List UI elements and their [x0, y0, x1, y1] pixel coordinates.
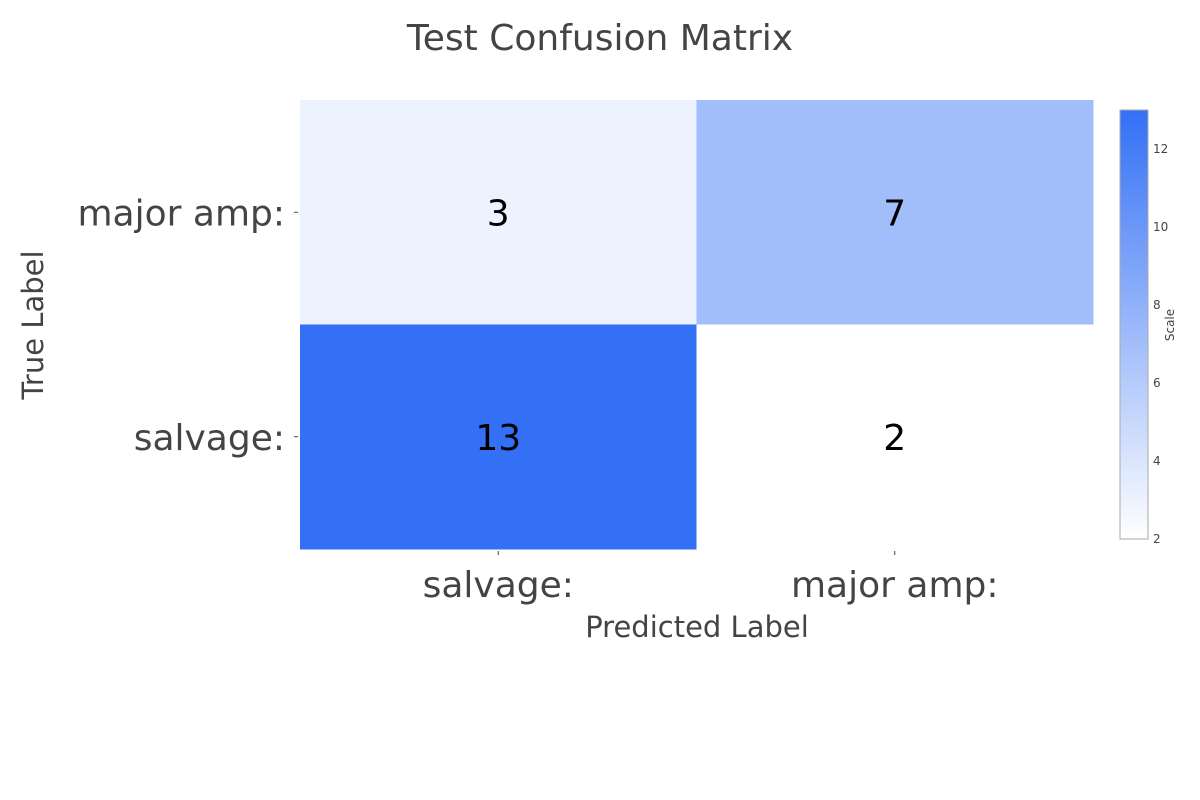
cell-value-label: 7 — [883, 193, 906, 234]
colorbar-title: Scale — [1163, 309, 1177, 341]
heatmap-cell — [300, 100, 697, 325]
colorbar-tick-label: 6 — [1153, 376, 1161, 390]
colorbar-gradient — [1119, 109, 1149, 540]
colorbar-tick-label: 12 — [1153, 142, 1168, 156]
colorbar: 2 4 6 8 10 12 Scale — [1119, 109, 1177, 546]
colorbar-tick-label: 10 — [1153, 220, 1168, 234]
x-tick-label: salvage: — [423, 565, 574, 606]
x-tick-label: major amp: — [791, 565, 999, 606]
cell-value-label: 2 — [883, 418, 906, 459]
cell-value-label: 13 — [475, 418, 521, 459]
heatmap-cell — [696, 324, 1094, 550]
y-tick-label: major amp: — [77, 193, 285, 234]
y-axis-title: True Label — [16, 250, 50, 400]
x-axis-ticks: salvage: major amp: — [423, 551, 999, 606]
y-axis-ticks: major amp: salvage: — [77, 193, 298, 459]
heatmap-cells: 3 7 13 2 — [300, 100, 1094, 550]
cell-value-label: 3 — [487, 193, 510, 234]
x-axis-title: Predicted Label — [585, 610, 809, 644]
colorbar-ticks: 2 4 6 8 10 12 — [1153, 142, 1168, 546]
colorbar-tick-label: 4 — [1153, 454, 1161, 468]
colorbar-tick-label: 8 — [1153, 298, 1161, 312]
heatmap-cell — [300, 324, 697, 550]
y-tick-label: salvage: — [134, 418, 285, 459]
colorbar-tick-label: 2 — [1153, 532, 1161, 546]
heatmap-cell — [696, 100, 1094, 325]
chart-title: Test Confusion Matrix — [406, 18, 793, 59]
